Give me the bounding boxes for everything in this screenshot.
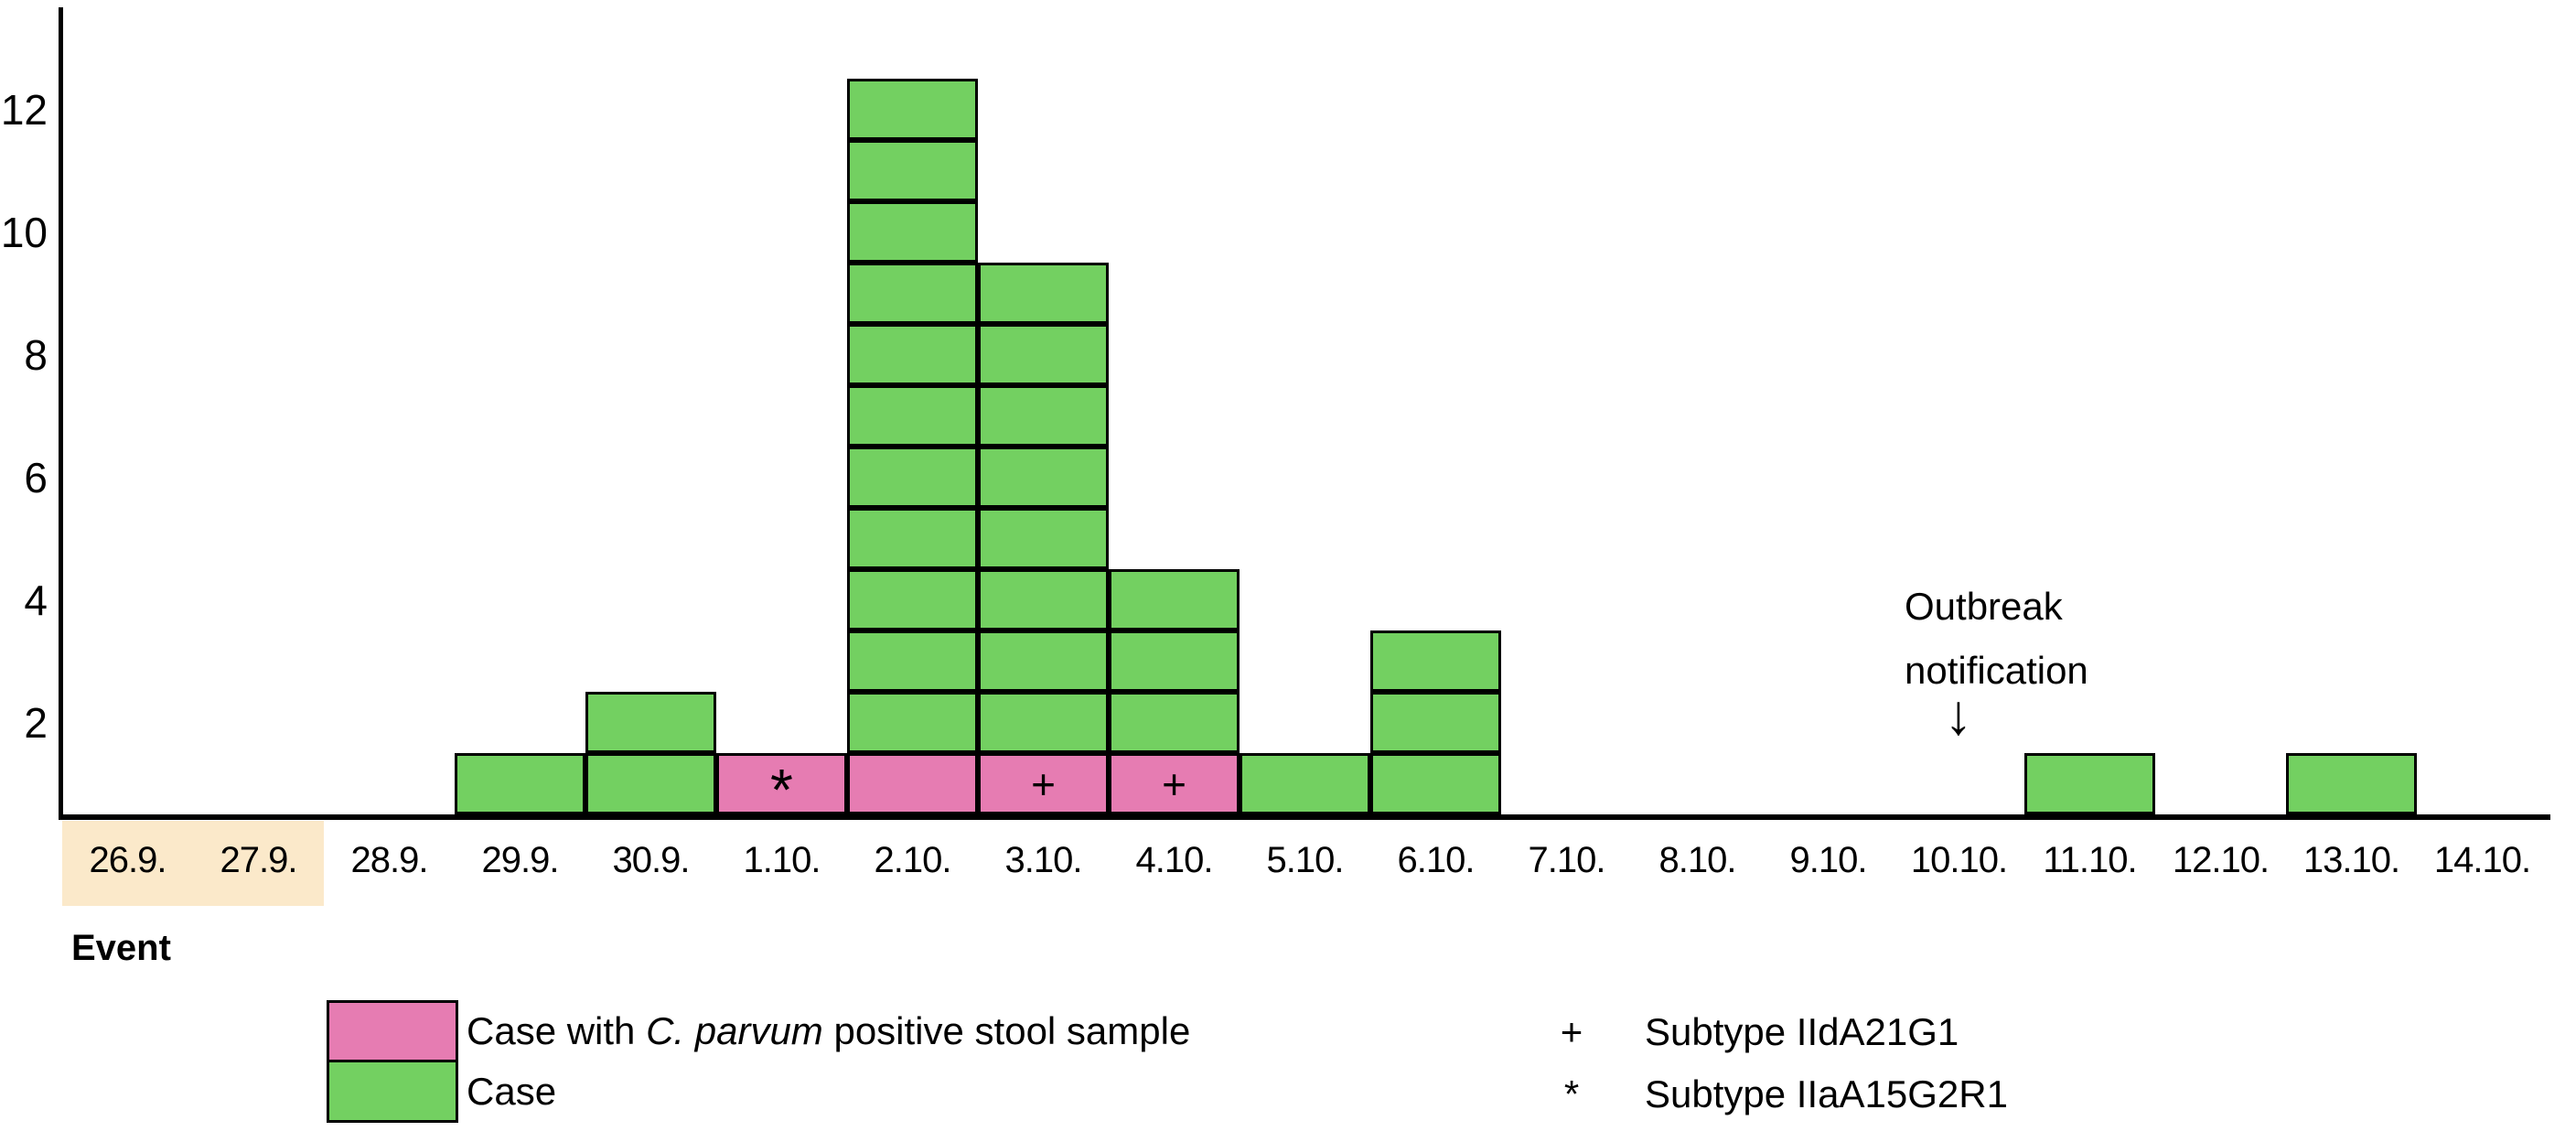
date-label: 10.10. bbox=[1910, 840, 2008, 880]
legend-swatch-positive-case bbox=[327, 1000, 458, 1062]
plus-symbol-key: + bbox=[1560, 1010, 1583, 1053]
case-box bbox=[978, 324, 1109, 385]
chart-column: * bbox=[716, 753, 847, 819]
date-label: 5.10. bbox=[1266, 840, 1345, 880]
chart-column bbox=[2286, 753, 2417, 814]
date-label: 3.10. bbox=[1004, 840, 1083, 880]
outbreak-annotation-line1: Outbreak bbox=[1905, 585, 2063, 628]
case-box bbox=[978, 508, 1109, 569]
date-label: 2.10. bbox=[874, 840, 952, 880]
legend-swatch-case bbox=[327, 1060, 458, 1123]
case-box bbox=[847, 447, 978, 508]
case-box bbox=[585, 753, 716, 814]
case-box bbox=[847, 692, 978, 753]
date-label: 29.9. bbox=[481, 840, 560, 880]
y-tick-label: 10 bbox=[0, 208, 48, 256]
legend-label-positive-case: Case with C. parvum positive stool sampl… bbox=[467, 1006, 1190, 1057]
plus-marker: + bbox=[1031, 760, 1056, 808]
y-tick-label: 4 bbox=[24, 576, 48, 624]
outbreak-annotation: Outbreak notification bbox=[1905, 575, 2088, 703]
case-box-positive: * bbox=[716, 753, 847, 819]
chart-column bbox=[1370, 630, 1501, 814]
chart-column bbox=[1240, 753, 1370, 814]
date-label: 26.9. bbox=[89, 840, 167, 880]
case-box bbox=[978, 569, 1109, 630]
plus-symbol-label: Subtype IIdA21G1 bbox=[1645, 1010, 1959, 1053]
legend-label-prefix: Case with bbox=[467, 1009, 647, 1052]
case-box-positive: + bbox=[1109, 753, 1240, 814]
case-box bbox=[847, 385, 978, 447]
case-box-positive: + bbox=[978, 753, 1109, 814]
legend-label-species: C. parvum bbox=[646, 1009, 823, 1052]
y-tick-label: 6 bbox=[24, 453, 48, 501]
case-box bbox=[2024, 753, 2155, 814]
case-box bbox=[585, 692, 716, 753]
date-label: 28.9. bbox=[350, 840, 429, 880]
chart-column bbox=[847, 79, 978, 814]
x-axis-line bbox=[59, 814, 2550, 820]
down-arrow-icon: ↓ bbox=[1944, 684, 1973, 747]
date-label: 12.10. bbox=[2172, 840, 2270, 880]
case-box bbox=[847, 569, 978, 630]
case-box bbox=[978, 385, 1109, 447]
star-symbol-key: * bbox=[1563, 1072, 1580, 1115]
chart-column: + bbox=[1109, 569, 1240, 814]
case-box-positive bbox=[847, 753, 978, 814]
date-label: 7.10. bbox=[1528, 840, 1606, 880]
case-box bbox=[978, 630, 1109, 692]
star-marker: * bbox=[770, 756, 793, 823]
case-box bbox=[847, 263, 978, 324]
date-label: 6.10. bbox=[1397, 840, 1476, 880]
case-box bbox=[1370, 753, 1501, 814]
date-label: 27.9. bbox=[220, 840, 298, 880]
case-box bbox=[1109, 630, 1240, 692]
legend-swatches bbox=[327, 1000, 458, 1123]
date-label: 13.10. bbox=[2302, 840, 2400, 880]
legend-label-case: Case bbox=[467, 1070, 557, 1113]
chart-column bbox=[455, 753, 585, 814]
case-box bbox=[847, 508, 978, 569]
case-box bbox=[847, 79, 978, 140]
case-box bbox=[847, 324, 978, 385]
case-box bbox=[1109, 692, 1240, 753]
plus-marker: + bbox=[1162, 760, 1186, 808]
case-box bbox=[847, 140, 978, 201]
date-label: 30.9. bbox=[612, 840, 691, 880]
star-symbol-label: Subtype IIaA15G2R1 bbox=[1645, 1072, 2008, 1115]
date-label: 8.10. bbox=[1658, 840, 1737, 880]
date-label: 1.10. bbox=[743, 840, 821, 880]
date-label: 11.10. bbox=[2043, 840, 2137, 880]
case-box bbox=[1109, 569, 1240, 630]
case-box bbox=[1370, 692, 1501, 753]
case-box bbox=[455, 753, 585, 814]
y-tick-label: 12 bbox=[0, 85, 48, 134]
date-label: 9.10. bbox=[1789, 840, 1868, 880]
y-tick-label: 2 bbox=[24, 698, 48, 747]
event-highlight-band bbox=[62, 821, 324, 906]
case-box bbox=[978, 263, 1109, 324]
legend-label-suffix: positive stool sample bbox=[822, 1009, 1191, 1052]
chart-column bbox=[585, 692, 716, 814]
case-box bbox=[1240, 753, 1370, 814]
case-box bbox=[2286, 753, 2417, 814]
chart-column bbox=[2024, 753, 2155, 814]
case-box bbox=[847, 630, 978, 692]
date-label: 4.10. bbox=[1135, 840, 1214, 880]
case-box bbox=[978, 692, 1109, 753]
outbreak-annotation-line2: notification bbox=[1905, 649, 2088, 692]
y-axis-line bbox=[59, 7, 63, 820]
case-box bbox=[978, 447, 1109, 508]
event-label: Event bbox=[71, 928, 171, 968]
y-tick-label: 8 bbox=[24, 330, 48, 379]
date-label: 14.10. bbox=[2433, 840, 2531, 880]
chart-column: + bbox=[978, 263, 1109, 814]
case-box bbox=[1370, 630, 1501, 692]
case-box bbox=[847, 201, 978, 263]
